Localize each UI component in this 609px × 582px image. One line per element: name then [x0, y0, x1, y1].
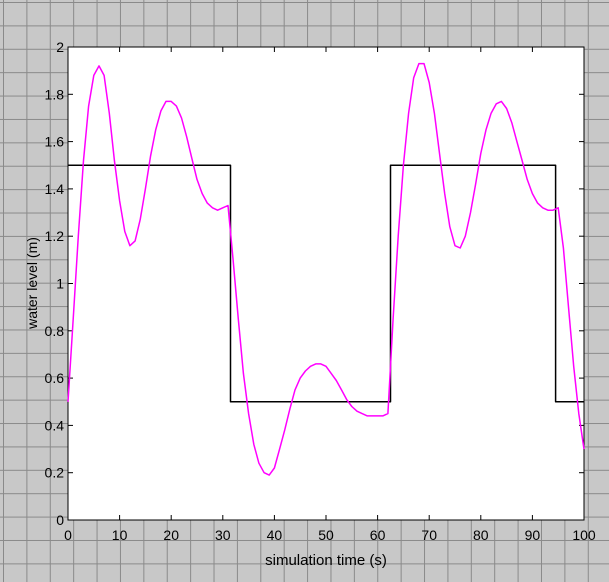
x-tick-label: 100 [572, 527, 596, 543]
y-tick-label: 1.2 [45, 228, 65, 244]
x-tick-label: 70 [421, 527, 437, 543]
x-tick-label: 20 [163, 527, 179, 543]
y-tick-label: 0 [56, 512, 64, 528]
y-tick-label: 2 [56, 39, 64, 55]
y-tick-label: 1 [56, 276, 64, 292]
x-tick-label: 30 [215, 527, 231, 543]
x-axis-label: simulation time (s) [265, 552, 387, 569]
x-tick-label: 50 [318, 527, 334, 543]
x-tick-label: 80 [473, 527, 489, 543]
y-tick-label: 1.8 [45, 86, 65, 102]
x-tick-label: 10 [112, 527, 128, 543]
reference-step-line [68, 164, 584, 403]
water-level-line [67, 62, 585, 476]
y-tick-label: 0.2 [45, 465, 65, 481]
y-axis-label: water level (m) [24, 237, 40, 330]
x-tick-label: 40 [267, 527, 283, 543]
x-tick-label: 90 [525, 527, 541, 543]
y-tick-label: 0.6 [45, 370, 65, 386]
y-tick-label: 0.8 [45, 323, 65, 339]
x-axis-ticks: 0 10 20 30 40 50 60 70 80 90 100 [64, 47, 596, 543]
x-tick-label: 0 [64, 527, 72, 543]
series-layer [67, 62, 585, 476]
y-tick-label: 0.4 [45, 417, 65, 433]
plot-area [67, 46, 585, 521]
x-tick-label: 60 [370, 527, 386, 543]
y-tick-label: 1.4 [45, 181, 65, 197]
y-tick-label: 1.6 [45, 134, 65, 150]
y-axis-ticks: 0 0.2 0.4 0.6 0.8 1 1.2 1.4 1.6 1.8 2 [45, 39, 584, 528]
